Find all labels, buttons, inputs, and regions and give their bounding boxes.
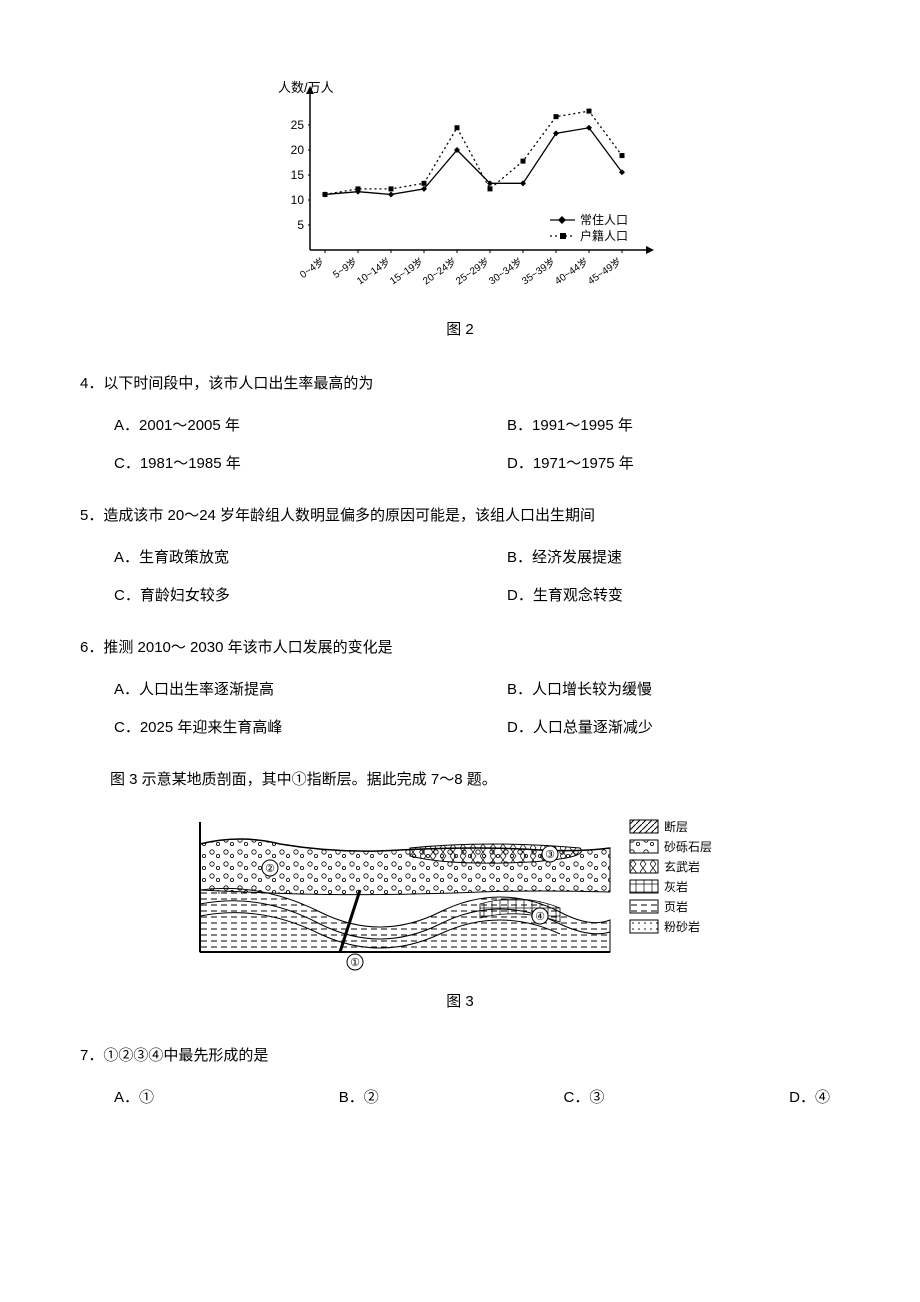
- svg-text:5: 5: [297, 218, 304, 232]
- q7-option-b: B．②: [339, 1086, 379, 1110]
- svg-text:砂砾石层: 砂砾石层: [664, 840, 712, 854]
- q5-number: 5．: [80, 507, 103, 524]
- svg-text:25: 25: [291, 118, 305, 132]
- figure-2: 人数/万人 5 10 15 20 25 0~4岁5~9岁10~14岁15~19岁…: [80, 80, 840, 342]
- chart-fig2: 人数/万人 5 10 15 20 25 0~4岁5~9岁10~14岁15~19岁…: [250, 80, 670, 310]
- svg-text:35~39岁: 35~39岁: [519, 255, 558, 287]
- q7-option-c: C．③: [564, 1086, 605, 1110]
- question-7: 7．①②③④中最先形成的是 A．① B．② C．③ D．④: [80, 1044, 840, 1110]
- svg-text:10: 10: [291, 193, 305, 207]
- q6-number: 6．: [80, 639, 103, 656]
- q6-option-c: C．2025 年迎来生育高峰: [114, 716, 447, 740]
- q4-option-d: D．1971～1975 年: [507, 452, 840, 476]
- figure-3: ① ② ③ ④ 断层砂砾石层玄武岩灰岩页岩粉砂岩 图 3: [80, 812, 840, 1014]
- question-6: 6．推测 2010～ 2030 年该市人口发展的变化是 A．人口出生率逐渐提高 …: [80, 636, 840, 740]
- svg-text:40~44岁: 40~44岁: [552, 255, 591, 287]
- q4-stem: 以下时间段中，该市人口出生率最高的为: [103, 375, 373, 392]
- svg-text:断层: 断层: [664, 819, 688, 834]
- q7-number: 7．: [80, 1047, 103, 1064]
- svg-text:20: 20: [291, 143, 305, 157]
- svg-text:5~9岁: 5~9岁: [330, 255, 360, 281]
- svg-text:20~24岁: 20~24岁: [420, 255, 459, 287]
- q4-number: 4．: [80, 375, 103, 392]
- svg-text:25~29岁: 25~29岁: [453, 255, 492, 287]
- marker-2: ②: [265, 863, 275, 875]
- diagram-fig3: ① ② ③ ④ 断层砂砾石层玄武岩灰岩页岩粉砂岩: [180, 812, 740, 982]
- svg-text:15: 15: [291, 168, 305, 182]
- q6-option-d: D．人口总量逐渐减少: [507, 716, 840, 740]
- svg-text:45~49岁: 45~49岁: [585, 255, 624, 287]
- marker-1: ①: [350, 957, 360, 969]
- q5-option-a: A．生育政策放宽: [114, 546, 447, 570]
- q5-option-c: C．育龄妇女较多: [114, 584, 447, 608]
- q4-option-b: B．1991～1995 年: [507, 414, 840, 438]
- legend-label-2: 户籍人口: [580, 228, 628, 243]
- q5-stem: 造成该市 20～24 岁年龄组人数明显偏多的原因可能是，该组人口出生期间: [103, 507, 595, 524]
- question-5: 5．造成该市 20～24 岁年龄组人数明显偏多的原因可能是，该组人口出生期间 A…: [80, 504, 840, 608]
- q5-option-d: D．生育观念转变: [507, 584, 840, 608]
- q7-option-a: A．①: [114, 1086, 154, 1110]
- q7-stem: ①②③④中最先形成的是: [103, 1047, 268, 1064]
- q6-option-a: A．人口出生率逐渐提高: [114, 678, 447, 702]
- svg-text:粉砂岩: 粉砂岩: [664, 919, 700, 934]
- svg-text:10~14岁: 10~14岁: [354, 255, 393, 287]
- q7-option-d: D．④: [789, 1086, 830, 1110]
- svg-text:灰岩: 灰岩: [664, 879, 688, 894]
- svg-text:玄武岩: 玄武岩: [664, 859, 700, 874]
- svg-text:0~4岁: 0~4岁: [297, 255, 327, 281]
- svg-text:15~19岁: 15~19岁: [387, 255, 426, 287]
- figure-3-caption: 图 3: [80, 990, 840, 1014]
- question-4: 4．以下时间段中，该市人口出生率最高的为 A．2001～2005 年 B．199…: [80, 372, 840, 476]
- marker-4: ④: [535, 911, 545, 923]
- q6-option-b: B．人口增长较为缓慢: [507, 678, 840, 702]
- svg-text:页岩: 页岩: [664, 899, 688, 914]
- q5-option-b: B．经济发展提速: [507, 546, 840, 570]
- figure-2-caption: 图 2: [80, 318, 840, 342]
- q6-stem: 推测 2010～ 2030 年该市人口发展的变化是: [103, 639, 392, 656]
- svg-text:30~34岁: 30~34岁: [486, 255, 525, 287]
- y-axis-label: 人数/万人: [278, 80, 334, 95]
- legend-label-1: 常住人口: [580, 213, 628, 227]
- q4-option-c: C．1981～1985 年: [114, 452, 447, 476]
- marker-3: ③: [545, 849, 555, 861]
- intro-fig3: 图 3 示意某地质剖面，其中①指断层。据此完成 7～8 题。: [80, 768, 840, 792]
- q4-option-a: A．2001～2005 年: [114, 414, 447, 438]
